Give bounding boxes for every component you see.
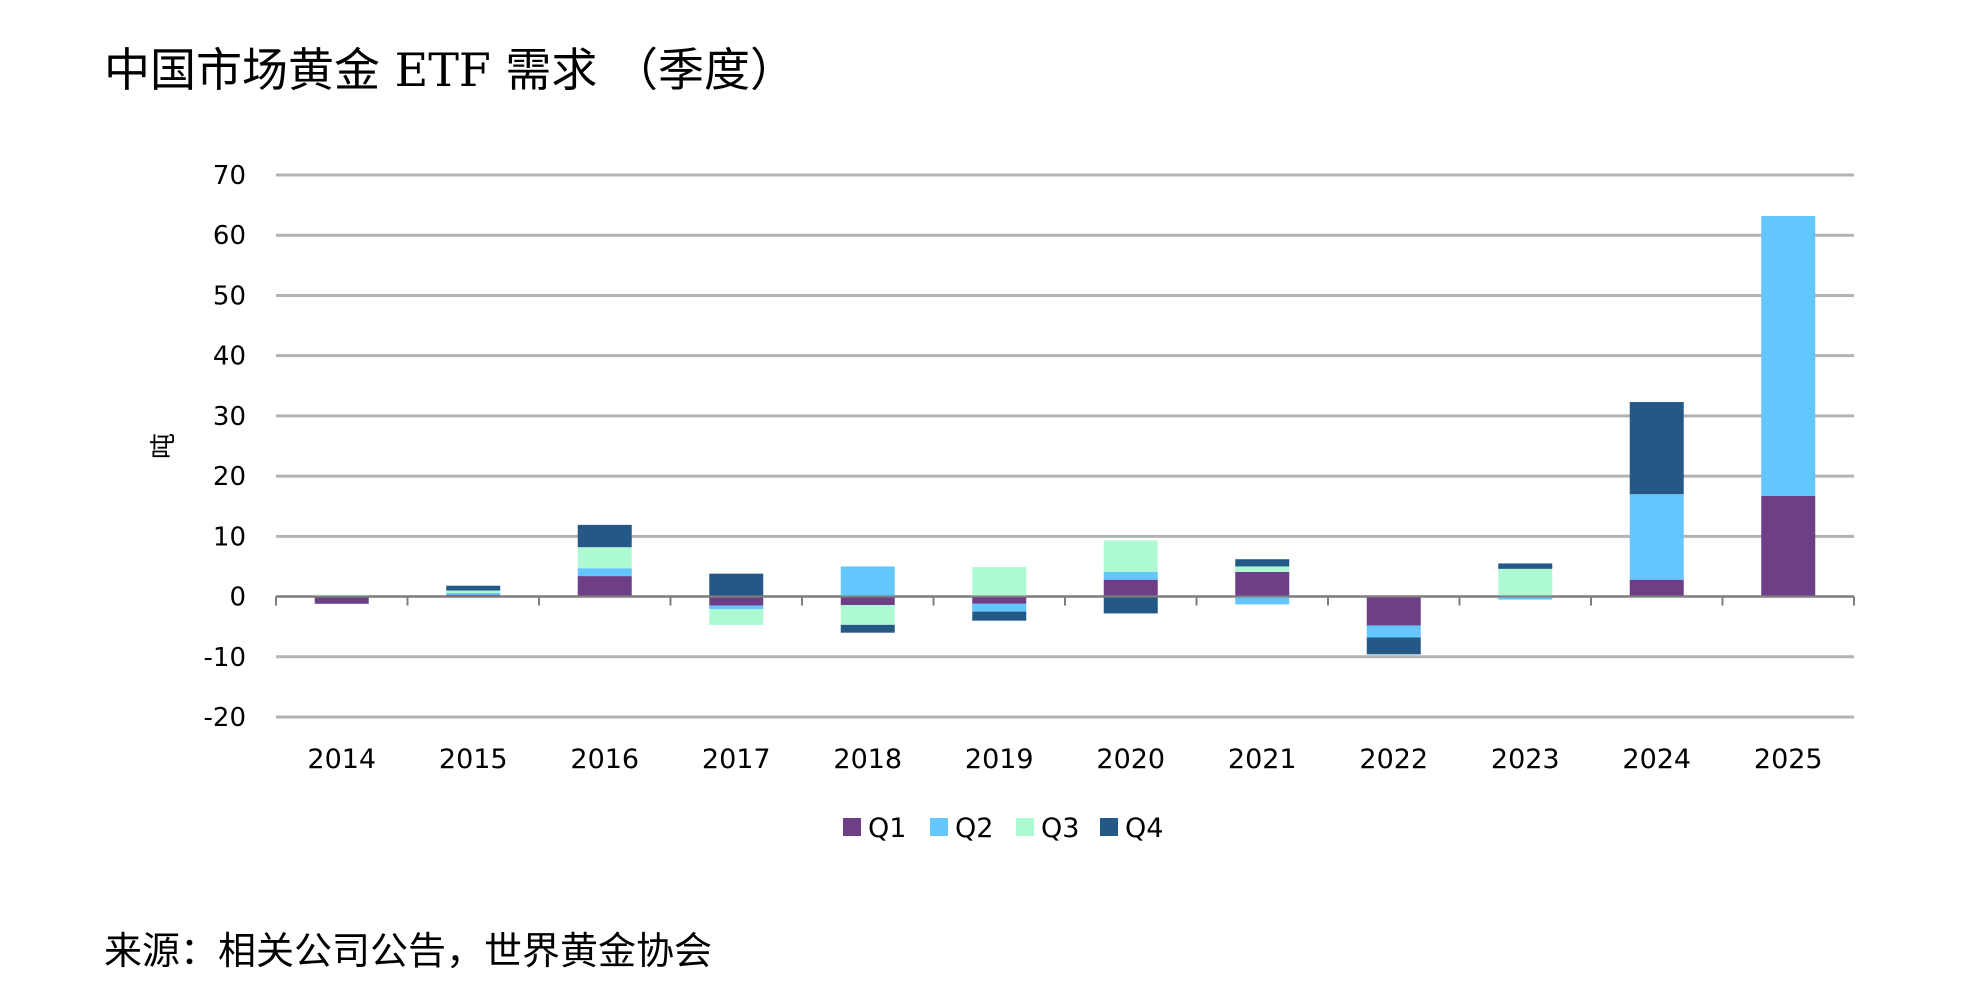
y-tick-label: 50 [213,281,246,311]
bar-2020-q1 [1103,579,1158,597]
chart-title: 中国市场黄金 ETF 需求 （季度） [104,43,797,97]
bar-2021-q4 [1235,559,1290,567]
x-tick-label: 2017 [702,744,771,775]
legend-swatch [1016,818,1034,836]
bar-2015-q4 [446,585,501,591]
bar-2015-q3 [446,590,501,593]
bar-2021-q2 [1235,596,1290,605]
legend-label: Q4 [1125,813,1163,844]
bar-2017-q4 [709,573,764,597]
legend-item-q2: Q2 [930,813,993,844]
bar-2023-q3 [1498,568,1553,596]
bar-2019-q4 [972,611,1027,621]
y-tick-label: 20 [213,462,246,492]
bar-2020-q3 [1103,540,1158,572]
y-tick-label: 30 [213,402,246,432]
bar-2022-q2 [1366,625,1421,638]
x-tick-label: 2019 [965,744,1034,775]
y-tick-label: 70 [213,161,246,191]
legend-swatch [930,818,948,836]
y-axis-label: 吨 [149,433,179,459]
x-tick-label: 2022 [1359,744,1428,775]
bar-2018-q1 [840,596,895,605]
y-tick-label: 0 [229,583,246,613]
legend-item-q3: Q3 [1016,813,1079,844]
bar-2019-q2 [972,603,1027,612]
y-tick-label: 10 [213,522,246,552]
x-tick-label: 2018 [833,744,902,775]
y-tick-label: 60 [213,221,246,251]
legend-swatch [1100,818,1118,836]
bar-2023-q4 [1498,563,1553,569]
legend-swatch [843,818,861,836]
x-tick-label: 2014 [307,744,376,775]
x-tick-label: 2025 [1754,744,1823,775]
bar-2017-q1 [709,596,764,606]
y-tick-label: -20 [204,703,246,733]
bar-2014-q1 [314,596,369,604]
bar-2025-q2 [1761,215,1816,496]
bar-2017-q2 [709,605,764,610]
legend-label: Q3 [1041,813,1079,844]
bars [314,215,1816,655]
legend-label: Q1 [868,813,906,844]
legend-item-q1: Q1 [843,813,906,844]
bar-2018-q4 [840,624,895,633]
bar-2017-q3 [709,609,764,625]
bar-2021-q1 [1235,571,1290,597]
bar-2024-q1 [1629,579,1684,597]
x-tick-label: 2015 [439,744,508,775]
bar-2016-q4 [577,524,632,548]
legend: Q1 Q2 Q3 Q4 [843,813,1163,844]
bar-2024-q4 [1629,402,1684,495]
gridlines [276,173,1854,719]
bar-2020-q4 [1103,596,1158,614]
bar-2018-q2 [840,566,895,597]
bar-2025-q1 [1761,495,1816,597]
x-tick-label: 2016 [570,744,639,775]
y-tick-label: 40 [213,342,246,372]
bar-2021-q3 [1235,566,1290,572]
bar-2019-q3 [972,567,1027,597]
bar-2024-q2 [1629,494,1684,580]
source-note: 来源：相关公司公告，世界黄金协会 [104,929,713,973]
bar-2022-q1 [1366,596,1421,626]
legend-label: Q2 [955,813,993,844]
bar-2016-q3 [577,547,632,569]
legend-item-q4: Q4 [1100,813,1163,844]
y-tick-label: -10 [204,643,246,673]
bar-2015-q2 [446,592,501,595]
zero-axis [275,595,1855,606]
bar-2016-q1 [577,576,632,597]
x-tick-label: 2020 [1096,744,1165,775]
x-tick-labels: 2014 2015 2016 2017 2018 2019 2020 2021 2022 2023… [307,744,1822,775]
bar-2018-q3 [840,604,895,625]
bar-2022-q4 [1366,637,1421,655]
bar-2019-q1 [972,596,1027,604]
bar-2016-q2 [577,568,632,577]
y-tick-labels: 70 60 50 40 30 20 10 0 -10 -20 [204,161,246,733]
x-tick-label: 2024 [1622,744,1691,775]
x-tick-label: 2023 [1491,744,1560,775]
bar-2023-q2 [1498,596,1553,600]
x-tick-label: 2021 [1228,744,1297,775]
bar-2020-q2 [1103,571,1158,580]
